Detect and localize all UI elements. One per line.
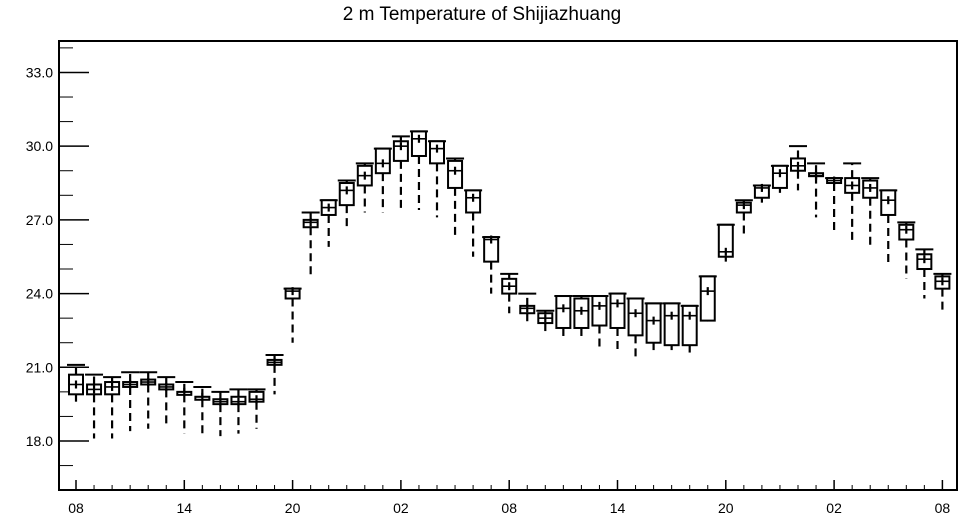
box-item xyxy=(67,363,85,402)
box-item xyxy=(265,354,284,395)
chart-title: 2 m Temperature of Shijiazhuang xyxy=(342,4,622,25)
box-item xyxy=(879,189,898,265)
iqr-box xyxy=(591,295,608,327)
box-item xyxy=(662,302,681,351)
box-item xyxy=(843,162,862,245)
iqr-box xyxy=(663,302,680,347)
iqr-box xyxy=(609,292,626,329)
box-item xyxy=(446,157,465,240)
box-item xyxy=(608,292,627,353)
iqr-box xyxy=(699,275,716,322)
box-item xyxy=(247,388,266,429)
iqr-box xyxy=(717,223,734,258)
box-item xyxy=(409,130,428,211)
box-item xyxy=(373,147,392,213)
box-item xyxy=(752,183,771,203)
box-item xyxy=(175,381,194,434)
box-item xyxy=(103,376,122,439)
box-item xyxy=(716,223,735,262)
y-tick-label: 24.0 xyxy=(26,286,53,302)
x-tick-label: 02 xyxy=(393,500,409,516)
box-item xyxy=(193,385,212,434)
x-tick-label: 08 xyxy=(935,500,951,516)
boxplot-series xyxy=(67,130,952,439)
box-item xyxy=(319,199,338,247)
box-item xyxy=(536,309,555,333)
box-item xyxy=(139,371,158,429)
box-item xyxy=(789,145,807,191)
x-tick-label: 14 xyxy=(177,500,193,516)
x-tick-label: 08 xyxy=(501,500,517,516)
box-item xyxy=(518,292,537,326)
box-item xyxy=(626,297,645,358)
y-tick-label: 18.0 xyxy=(26,433,53,449)
box-item xyxy=(464,189,483,257)
box-item xyxy=(807,162,826,218)
box-item xyxy=(301,211,320,277)
box-item xyxy=(897,221,916,279)
x-tick-label: 20 xyxy=(718,500,734,516)
box-item xyxy=(157,376,176,427)
box-item xyxy=(915,248,934,299)
box-item xyxy=(229,388,248,434)
box-item xyxy=(698,275,717,322)
box-item xyxy=(572,295,591,341)
box-item xyxy=(337,179,356,228)
box-item xyxy=(355,162,374,213)
y-axis: 18.0 21.0 24.0 27.0 30.0 33.0 xyxy=(26,47,89,467)
x-tick-label: 14 xyxy=(610,500,626,516)
box-item xyxy=(933,272,952,314)
plot-frame xyxy=(58,40,958,491)
x-axis: 08 14 20 02 08 14 20 02 08 xyxy=(68,480,950,516)
box-item xyxy=(500,272,519,314)
box-item xyxy=(680,304,699,353)
y-tick-label: 33.0 xyxy=(26,64,53,80)
box-item xyxy=(211,390,230,437)
box-item xyxy=(85,373,104,439)
y-tick-label: 30.0 xyxy=(26,138,53,154)
box-item xyxy=(861,177,880,250)
box-item xyxy=(770,164,789,193)
y-tick-label: 27.0 xyxy=(26,212,53,228)
box-item xyxy=(428,140,446,218)
box-item xyxy=(283,287,302,343)
box-item xyxy=(590,295,609,348)
box-item xyxy=(734,199,753,235)
box-item xyxy=(825,176,844,235)
y-tick-label: 21.0 xyxy=(26,359,53,375)
iqr-box xyxy=(410,130,427,157)
box-item xyxy=(391,135,410,211)
box-item xyxy=(121,371,140,432)
x-tick-label: 20 xyxy=(285,500,301,516)
box-item xyxy=(554,295,573,338)
x-tick-label: 02 xyxy=(826,500,842,516)
x-tick-label: 08 xyxy=(68,500,84,516)
box-item xyxy=(482,235,501,294)
box-item xyxy=(644,302,663,351)
